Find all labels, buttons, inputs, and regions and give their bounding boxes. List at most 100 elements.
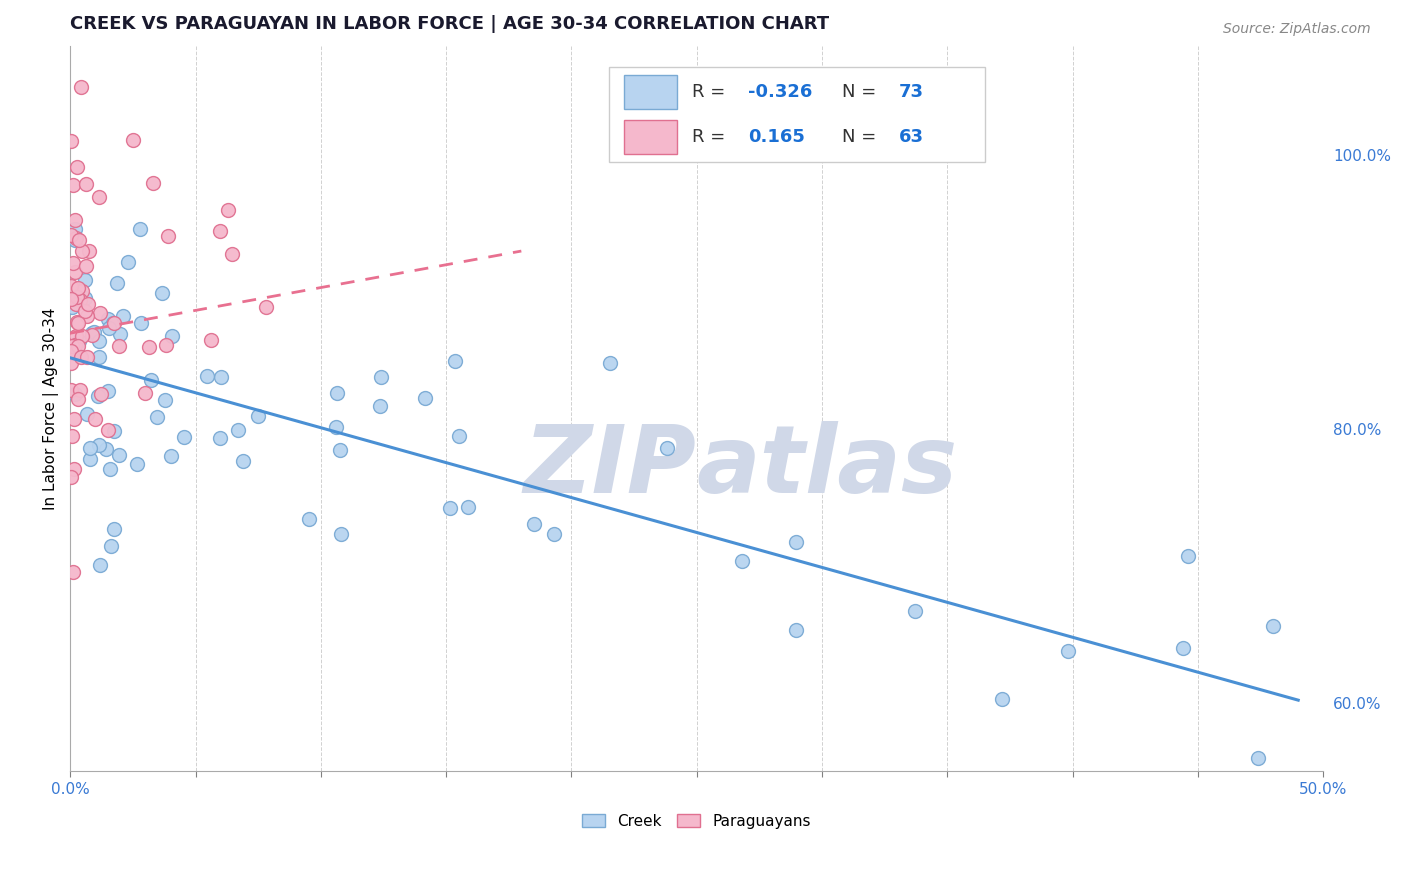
Point [655,442,678,456]
Point [69,350,91,364]
Point [70,79,93,94]
Point [413,391,436,405]
Point [122,133,145,147]
Point [65,329,87,343]
Point [67,316,90,330]
Text: Source: ZipAtlas.com: Source: ZipAtlas.com [1223,22,1371,37]
Point [97,321,120,335]
Y-axis label: In Labor Force | Age 30-34: In Labor Force | Age 30-34 [44,307,59,509]
Point [66,392,89,407]
Point [60,339,83,353]
Point [66,290,89,304]
Point [75,259,97,273]
Point [70,284,93,298]
Point [217,203,239,218]
Point [160,449,183,463]
Point [173,429,195,443]
Point [67,233,90,247]
Point [83,325,105,339]
Point [155,338,177,352]
Text: CREEK VS PARAGUAYAN IN LABOR FORCE | AGE 30-34 CORRELATION CHART: CREEK VS PARAGUAYAN IN LABOR FORCE | AGE… [70,15,830,33]
Point [101,316,124,330]
Legend: Creek, Paraguayans: Creek, Paraguayans [575,806,818,837]
Point [117,255,139,269]
Point [63,338,86,352]
Point [127,458,149,472]
Point [208,224,231,238]
Point [209,431,232,445]
Point [370,369,392,384]
Point [90,387,112,401]
Point [79,442,101,456]
Point [62,411,84,425]
Point [63,386,86,401]
Point [108,339,131,353]
Point [89,558,111,573]
Point [89,438,111,452]
Point [103,424,125,438]
Point [97,384,120,398]
Point [60,346,83,360]
Point [59,279,82,293]
Point [66,160,89,174]
Point [153,392,176,407]
Point [439,500,461,515]
Point [76,351,98,365]
Point [63,213,86,227]
Point [62,462,84,476]
Point [254,300,277,314]
Point [59,228,82,243]
Point [1261,618,1284,632]
Point [785,624,807,638]
Point [543,526,565,541]
Point [62,256,84,270]
Point [67,334,90,348]
Point [87,190,110,204]
Point [1171,640,1194,655]
Point [904,604,927,618]
Point [89,334,111,349]
Point [60,384,83,398]
Point [325,419,347,434]
Point [138,340,160,354]
Point [77,244,100,259]
Point [60,134,83,148]
Point [162,328,184,343]
Point [1247,750,1270,764]
Point [209,370,232,384]
Point [59,343,82,358]
Point [63,233,86,247]
Point [80,326,103,341]
Point [150,285,173,300]
Point [444,354,467,368]
Point [75,177,97,191]
Point [232,454,254,468]
Point [131,316,153,330]
Point [60,300,83,314]
Text: atlas: atlas [697,420,957,513]
Point [142,176,165,190]
Point [79,451,101,466]
Point [731,554,754,568]
Point [447,428,470,442]
Point [1056,643,1078,657]
Point [157,229,180,244]
Point [69,293,91,307]
Point [139,373,162,387]
Point [70,244,93,259]
Point [97,311,120,326]
Point [108,326,131,341]
Point [107,448,129,462]
Point [298,512,321,526]
Point [457,500,479,514]
Point [146,409,169,424]
Point [103,522,125,536]
Point [66,315,89,329]
Point [200,333,222,347]
Point [60,292,83,306]
Point [76,310,98,324]
Point [991,691,1014,706]
Point [128,222,150,236]
Point [76,407,98,421]
Point [100,539,122,553]
